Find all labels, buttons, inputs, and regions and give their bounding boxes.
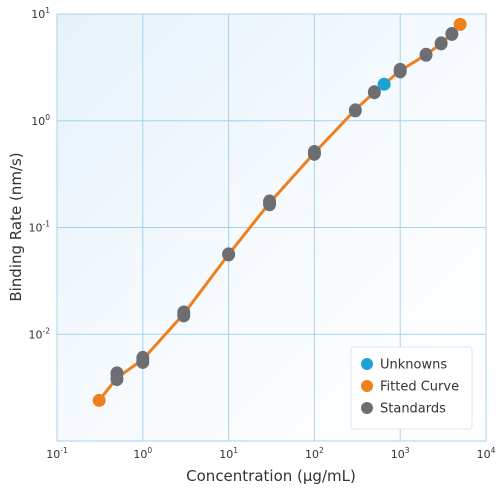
y-tick-label: 10-2 (29, 326, 51, 341)
y-tick-label: 10-1 (29, 220, 51, 235)
standards-point (222, 247, 236, 262)
standards-point (307, 144, 321, 159)
y-axis-title: Binding Rate (nm/s) (7, 152, 25, 301)
standards-point (367, 85, 381, 100)
standards-point (393, 62, 407, 77)
fitted-curve-endpoint (92, 393, 106, 407)
x-tick-label: 103 (391, 446, 410, 461)
legend-swatch (361, 358, 373, 370)
standards-point (445, 26, 459, 41)
legend-swatch (361, 402, 373, 414)
y-tick-label: 101 (31, 6, 50, 21)
standards-point (177, 305, 191, 320)
standards-point (136, 350, 150, 365)
x-tick-label: 100 (133, 446, 152, 461)
legend-box (350, 346, 473, 430)
standards-point (348, 103, 362, 118)
legend: Unknowns Fitted Curve Standards (350, 346, 473, 430)
y-tick-label: 100 (31, 113, 50, 128)
x-axis-title: Concentration (µg/mL) (186, 467, 356, 485)
standards-point (263, 194, 277, 209)
legend-label: Fitted Curve (380, 380, 459, 395)
x-axis-ticks: 10-1 100 101 102 103 104 (46, 446, 495, 461)
standards-point (419, 47, 433, 62)
legend-label: Standards (380, 402, 446, 417)
grid (56, 13, 487, 442)
x-tick-label: 101 (219, 446, 238, 461)
legend-swatch (361, 380, 373, 392)
fitted-curve-endpoint (453, 17, 467, 31)
series-layer (92, 17, 467, 407)
standards-point (434, 36, 448, 51)
y-axis-ticks: 101 100 10-1 10-2 (29, 6, 51, 341)
standards-point (110, 366, 124, 381)
x-tick-label: 102 (305, 446, 324, 461)
markers (92, 17, 467, 407)
unknowns-point (377, 77, 391, 91)
x-tick-label: 10-1 (46, 446, 68, 461)
legend-label: Unknowns (380, 358, 447, 373)
x-tick-label: 104 (477, 446, 496, 461)
